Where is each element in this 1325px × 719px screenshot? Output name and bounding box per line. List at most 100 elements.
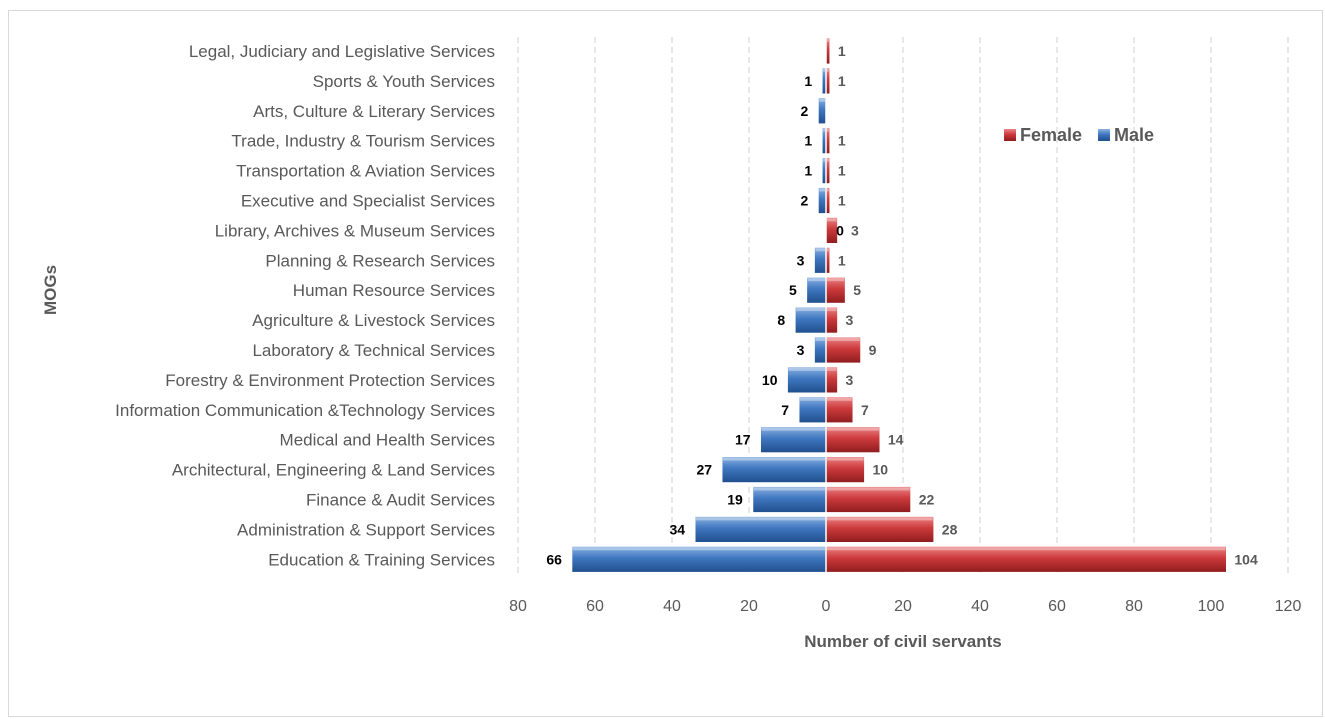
bar-highlight [819,98,825,102]
male-value-label: 1 [804,73,812,89]
bar-highlight [827,248,829,252]
female-bar [825,426,881,454]
category-label: Trade, Industry & Tourism Services [231,132,495,151]
bar-highlight [827,517,933,521]
x-tick-label: 20 [740,598,758,615]
x-axis-ticks: 80 60 40 20 0 20 40 60 80 100 120 [509,598,1301,615]
female-value-label: 7 [861,402,869,418]
x-tick-label: 40 [663,598,681,615]
female-value-label: 3 [846,372,854,388]
female-value-label: 1 [838,133,846,149]
female-value-label: 10 [873,462,889,478]
legend-male-label: Male [1114,125,1154,145]
category-label: Forestry & Environment Protection Servic… [165,371,495,390]
male-bar [798,396,827,424]
female-value-label: 14 [888,432,904,448]
female-value-label: 1 [838,252,846,268]
data-labels: 1211203583107172719346611111315393714102… [546,43,1258,567]
male-bar [752,486,827,513]
x-tick-label: 60 [586,598,604,615]
x-tick-label: 40 [971,598,989,615]
bar-highlight [827,68,829,72]
bar-highlight [827,397,852,401]
legend-female-label: Female [1020,125,1082,145]
bar-highlight [819,188,825,192]
category-label: Sports & Youth Services [313,72,495,91]
bar-highlight [823,68,825,72]
category-label: Finance & Audit Services [306,491,495,510]
female-value-label: 5 [853,282,861,298]
bar-highlight [827,487,910,491]
x-tick-label: 0 [822,598,831,615]
category-label: Human Resource Services [293,281,495,300]
female-value-label: 1 [838,73,846,89]
bar-highlight [827,308,837,312]
male-value-label: 2 [801,103,809,119]
female-bar [825,396,854,424]
male-value-label: 34 [670,521,686,537]
female-value-label: 22 [919,492,935,508]
bar-highlight [723,457,825,461]
male-bar [794,306,827,334]
category-label: Agriculture & Livestock Services [252,311,495,330]
bars [571,37,1227,573]
x-tick-label: 20 [894,598,912,615]
male-bar [571,545,827,573]
bar-highlight [827,218,837,222]
bar-highlight [761,427,825,431]
bar-highlight [827,128,829,132]
male-value-label: 5 [789,282,797,298]
male-value-label: 3 [797,252,805,268]
x-tick-label: 80 [1125,598,1143,615]
category-label: Planning & Research Services [265,251,495,270]
male-value-label: 2 [801,193,809,209]
legend-male-swatch [1098,129,1110,141]
legend: Female Male [1004,125,1154,145]
male-bar [787,366,827,394]
male-value-label: 8 [777,312,785,328]
category-label: Education & Training Services [268,550,495,569]
y-axis-title: MOGs [41,265,60,315]
bar-highlight [696,517,825,521]
category-label: Architectural, Engineering & Land Servic… [172,461,495,480]
legend-female-swatch [1004,129,1016,141]
male-value-label: 0 [836,222,844,238]
male-value-label: 1 [804,163,812,179]
bar-highlight [827,457,864,461]
category-label: Executive and Specialist Services [241,192,495,211]
female-value-label: 28 [942,521,958,537]
bar-highlight [827,158,829,162]
bar-highlight [827,547,1226,551]
bar-highlight [807,278,825,282]
female-value-label: 104 [1234,551,1258,567]
bar-highlight [800,397,825,401]
bar-highlight [572,547,825,551]
bar-highlight [827,278,845,282]
male-value-label: 17 [735,432,751,448]
bar-highlight [823,128,825,132]
female-value-label: 1 [838,43,846,59]
male-value-label: 66 [546,551,562,567]
category-label: Arts, Culture & Literary Services [253,102,495,121]
female-value-label: 9 [869,342,877,358]
chart-frame [8,10,1323,717]
female-bar [825,456,865,484]
bar-highlight [788,367,825,371]
category-label: Transportation & Aviation Services [236,162,495,181]
x-tick-label: 80 [509,598,527,615]
category-label: Administration & Support Services [237,520,495,539]
bar-highlight [823,158,825,162]
male-value-label: 10 [762,372,778,388]
bar-highlight [827,427,879,431]
x-tick-label: 60 [1048,598,1066,615]
bar-highlight [827,338,860,341]
bar-highlight [796,308,825,312]
category-label: Medical and Health Services [280,431,495,450]
x-tick-label: 120 [1275,598,1302,615]
male-value-label: 3 [797,342,805,358]
male-bar [721,456,827,484]
male-bar [694,516,827,543]
x-tick-label: 100 [1198,598,1225,615]
male-value-label: 27 [696,462,712,478]
